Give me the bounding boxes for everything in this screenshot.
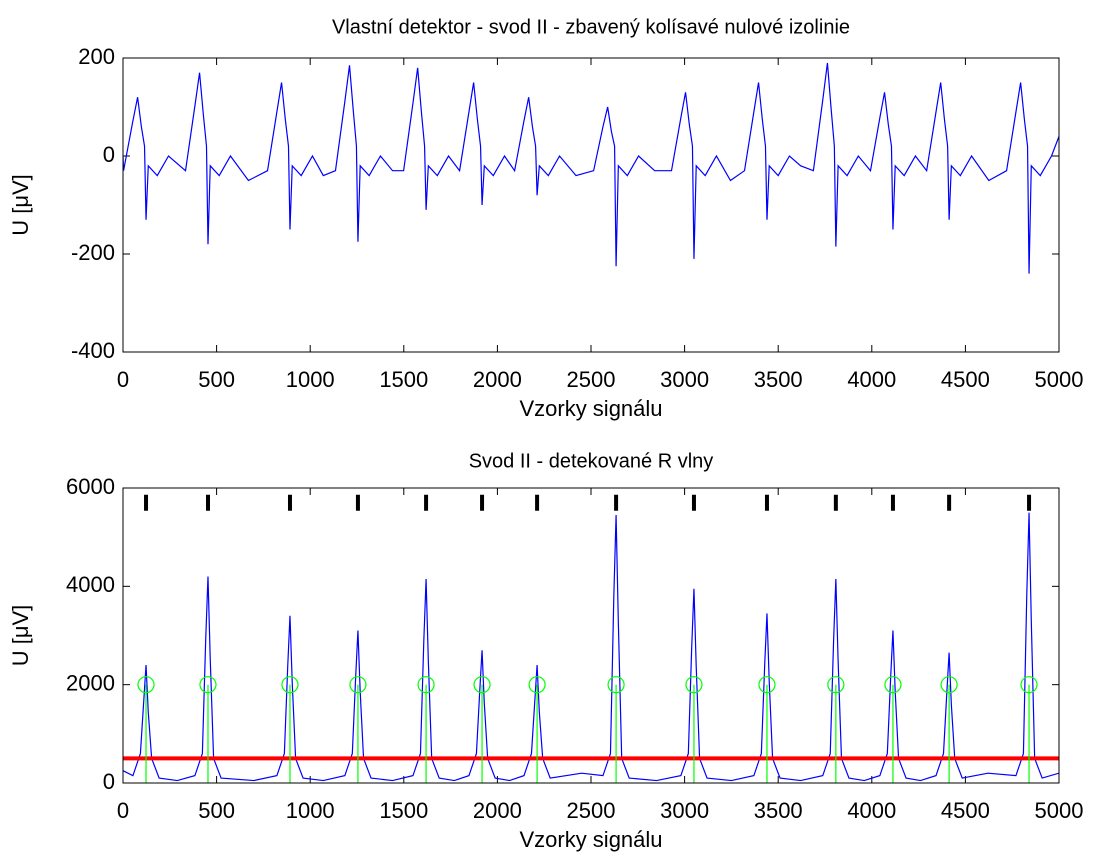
x-tick-label: 3000: [660, 798, 709, 823]
y-tick-label: 6000: [66, 474, 115, 499]
marker-circle: [1020, 676, 1038, 694]
x-tick-label: 2500: [567, 798, 616, 823]
marker-circle: [940, 676, 958, 694]
x-tick-label: 500: [198, 367, 235, 392]
plot-area: [123, 494, 1059, 783]
marker-circle: [827, 676, 845, 694]
x-tick-label: 3500: [754, 798, 803, 823]
x-tick-label: 0: [117, 798, 129, 823]
x-tick-label: 4000: [847, 367, 896, 392]
marker-circle: [473, 676, 491, 694]
marker-circle: [607, 676, 625, 694]
x-tick-label: 0: [117, 367, 129, 392]
marker-circle: [281, 676, 299, 694]
marker-circle: [199, 676, 217, 694]
marker-circle: [137, 676, 155, 694]
plot-area: [123, 62, 1059, 274]
y-tick-label: 0: [103, 769, 115, 794]
y-tick-label: -200: [71, 240, 115, 265]
x-tick-label: 1500: [379, 798, 428, 823]
axes-box: [122, 487, 1060, 784]
data-line: [123, 62, 1059, 274]
data-line: [123, 512, 1059, 782]
x-tick-label: 5000: [1035, 798, 1084, 823]
x-tick-label: 2000: [473, 798, 522, 823]
y-tick-label: 0: [103, 142, 115, 167]
y-axis-label: U [μV]: [8, 174, 33, 236]
x-tick-label: 4000: [847, 798, 896, 823]
marker-circle: [685, 676, 703, 694]
x-axis-label: Vzorky signálu: [519, 396, 662, 421]
x-tick-label: 2500: [567, 367, 616, 392]
x-tick-label: 500: [198, 798, 235, 823]
y-axis-label: U [μV]: [8, 605, 33, 667]
x-tick-label: 3500: [754, 367, 803, 392]
y-tick-label: 4000: [66, 572, 115, 597]
marker-circle: [417, 676, 435, 694]
chart-title: Svod II - detekované R vlny: [469, 450, 714, 472]
y-tick-label: 2000: [66, 670, 115, 695]
marker-circle: [349, 676, 367, 694]
x-axis-label: Vzorky signálu: [519, 827, 662, 852]
x-tick-label: 3000: [660, 367, 709, 392]
x-tick-label: 1000: [286, 367, 335, 392]
marker-circle: [528, 676, 546, 694]
x-tick-label: 4500: [941, 367, 990, 392]
x-tick-label: 4500: [941, 798, 990, 823]
marker-circle: [758, 676, 776, 694]
x-tick-label: 1000: [286, 798, 335, 823]
axes-box: [122, 57, 1060, 353]
y-tick-label: 200: [78, 44, 115, 69]
x-tick-label: 2000: [473, 367, 522, 392]
x-tick-label: 1500: [379, 367, 428, 392]
y-tick-label: -400: [71, 338, 115, 363]
x-tick-label: 5000: [1035, 367, 1084, 392]
chart-title: Vlastní detektor - svod II - zbavený kol…: [332, 16, 850, 38]
marker-circle: [884, 676, 902, 694]
